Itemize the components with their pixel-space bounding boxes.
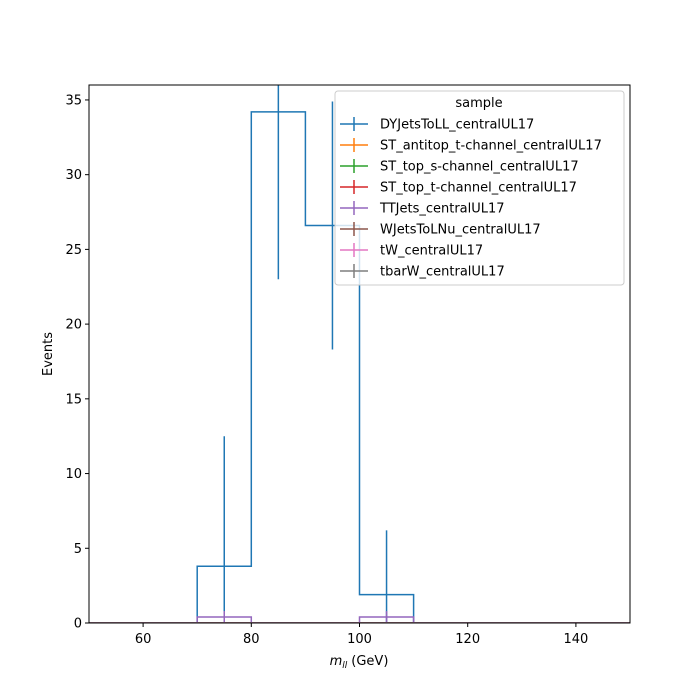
x-axis-label-unit: (GeV): [351, 654, 388, 669]
x-axis: 60 80 100 120 140: [135, 623, 588, 647]
x-axis-label-symbol: m: [330, 654, 343, 669]
plot-area: [89, 85, 630, 623]
legend-label: DYJetsToLL_centralUL17: [380, 118, 534, 133]
legend-entry: ST_top_s-channel_centralUL17: [340, 159, 579, 175]
legend-label: WJetsToLNu_centralUL17: [380, 223, 541, 238]
x-axis-label-subscript: ll: [342, 661, 348, 671]
x-tick-label: 80: [243, 632, 260, 647]
legend-entry: tbarW_centralUL17: [340, 264, 505, 280]
legend-label: tW_centralUL17: [380, 244, 483, 259]
legend-entry: ST_top_t-channel_centralUL17: [340, 180, 577, 196]
x-tick-label: 100: [347, 632, 372, 647]
histogram-step-line: [89, 111, 630, 623]
y-axis-label: Events: [41, 332, 56, 376]
x-tick-label: 140: [563, 632, 588, 647]
legend-entry: DYJetsToLL_centralUL17: [340, 117, 534, 133]
legend-entries: DYJetsToLL_centralUL17 ST_antitop_t-chann…: [340, 117, 602, 280]
series-DYJetsToLL_centralUL17: [89, 85, 630, 623]
x-axis-label: mll (GeV): [330, 654, 389, 671]
series-TTJets_centralUL17: [89, 611, 630, 623]
x-tick-label: 60: [135, 632, 152, 647]
legend-label: ST_top_t-channel_centralUL17: [380, 181, 577, 196]
legend-box: [334, 90, 625, 286]
legend-label: ST_antitop_t-channel_centralUL17: [380, 139, 602, 154]
histogram-step-line: [89, 616, 630, 623]
legend-entry: WJetsToLNu_centralUL17: [340, 222, 541, 238]
legend-entry: tW_centralUL17: [340, 243, 483, 259]
y-tick-label: 10: [65, 467, 82, 482]
legend-entry: TTJets_centralUL17: [340, 201, 505, 217]
y-tick-label: 25: [65, 243, 82, 258]
y-tick-label: 35: [65, 93, 82, 108]
legend-label: tbarW_centralUL17: [380, 265, 505, 280]
legend-label: TTJets_centralUL17: [379, 202, 505, 217]
legend: sample DYJetsToLL_centralUL17 ST_antitop_…: [334, 90, 625, 286]
y-tick-label: 0: [74, 617, 82, 632]
y-tick-label: 15: [65, 392, 82, 407]
x-tick-label: 120: [455, 632, 480, 647]
legend-label: ST_top_s-channel_centralUL17: [380, 160, 579, 175]
legend-title: sample: [455, 96, 502, 111]
y-tick-label: 20: [65, 318, 82, 333]
legend-entry: ST_antitop_t-channel_centralUL17: [340, 138, 602, 154]
y-tick-label: 30: [65, 168, 82, 183]
y-tick-label: 5: [74, 542, 82, 557]
y-axis: 0 5 10 15 20 25 30 35: [65, 93, 89, 632]
